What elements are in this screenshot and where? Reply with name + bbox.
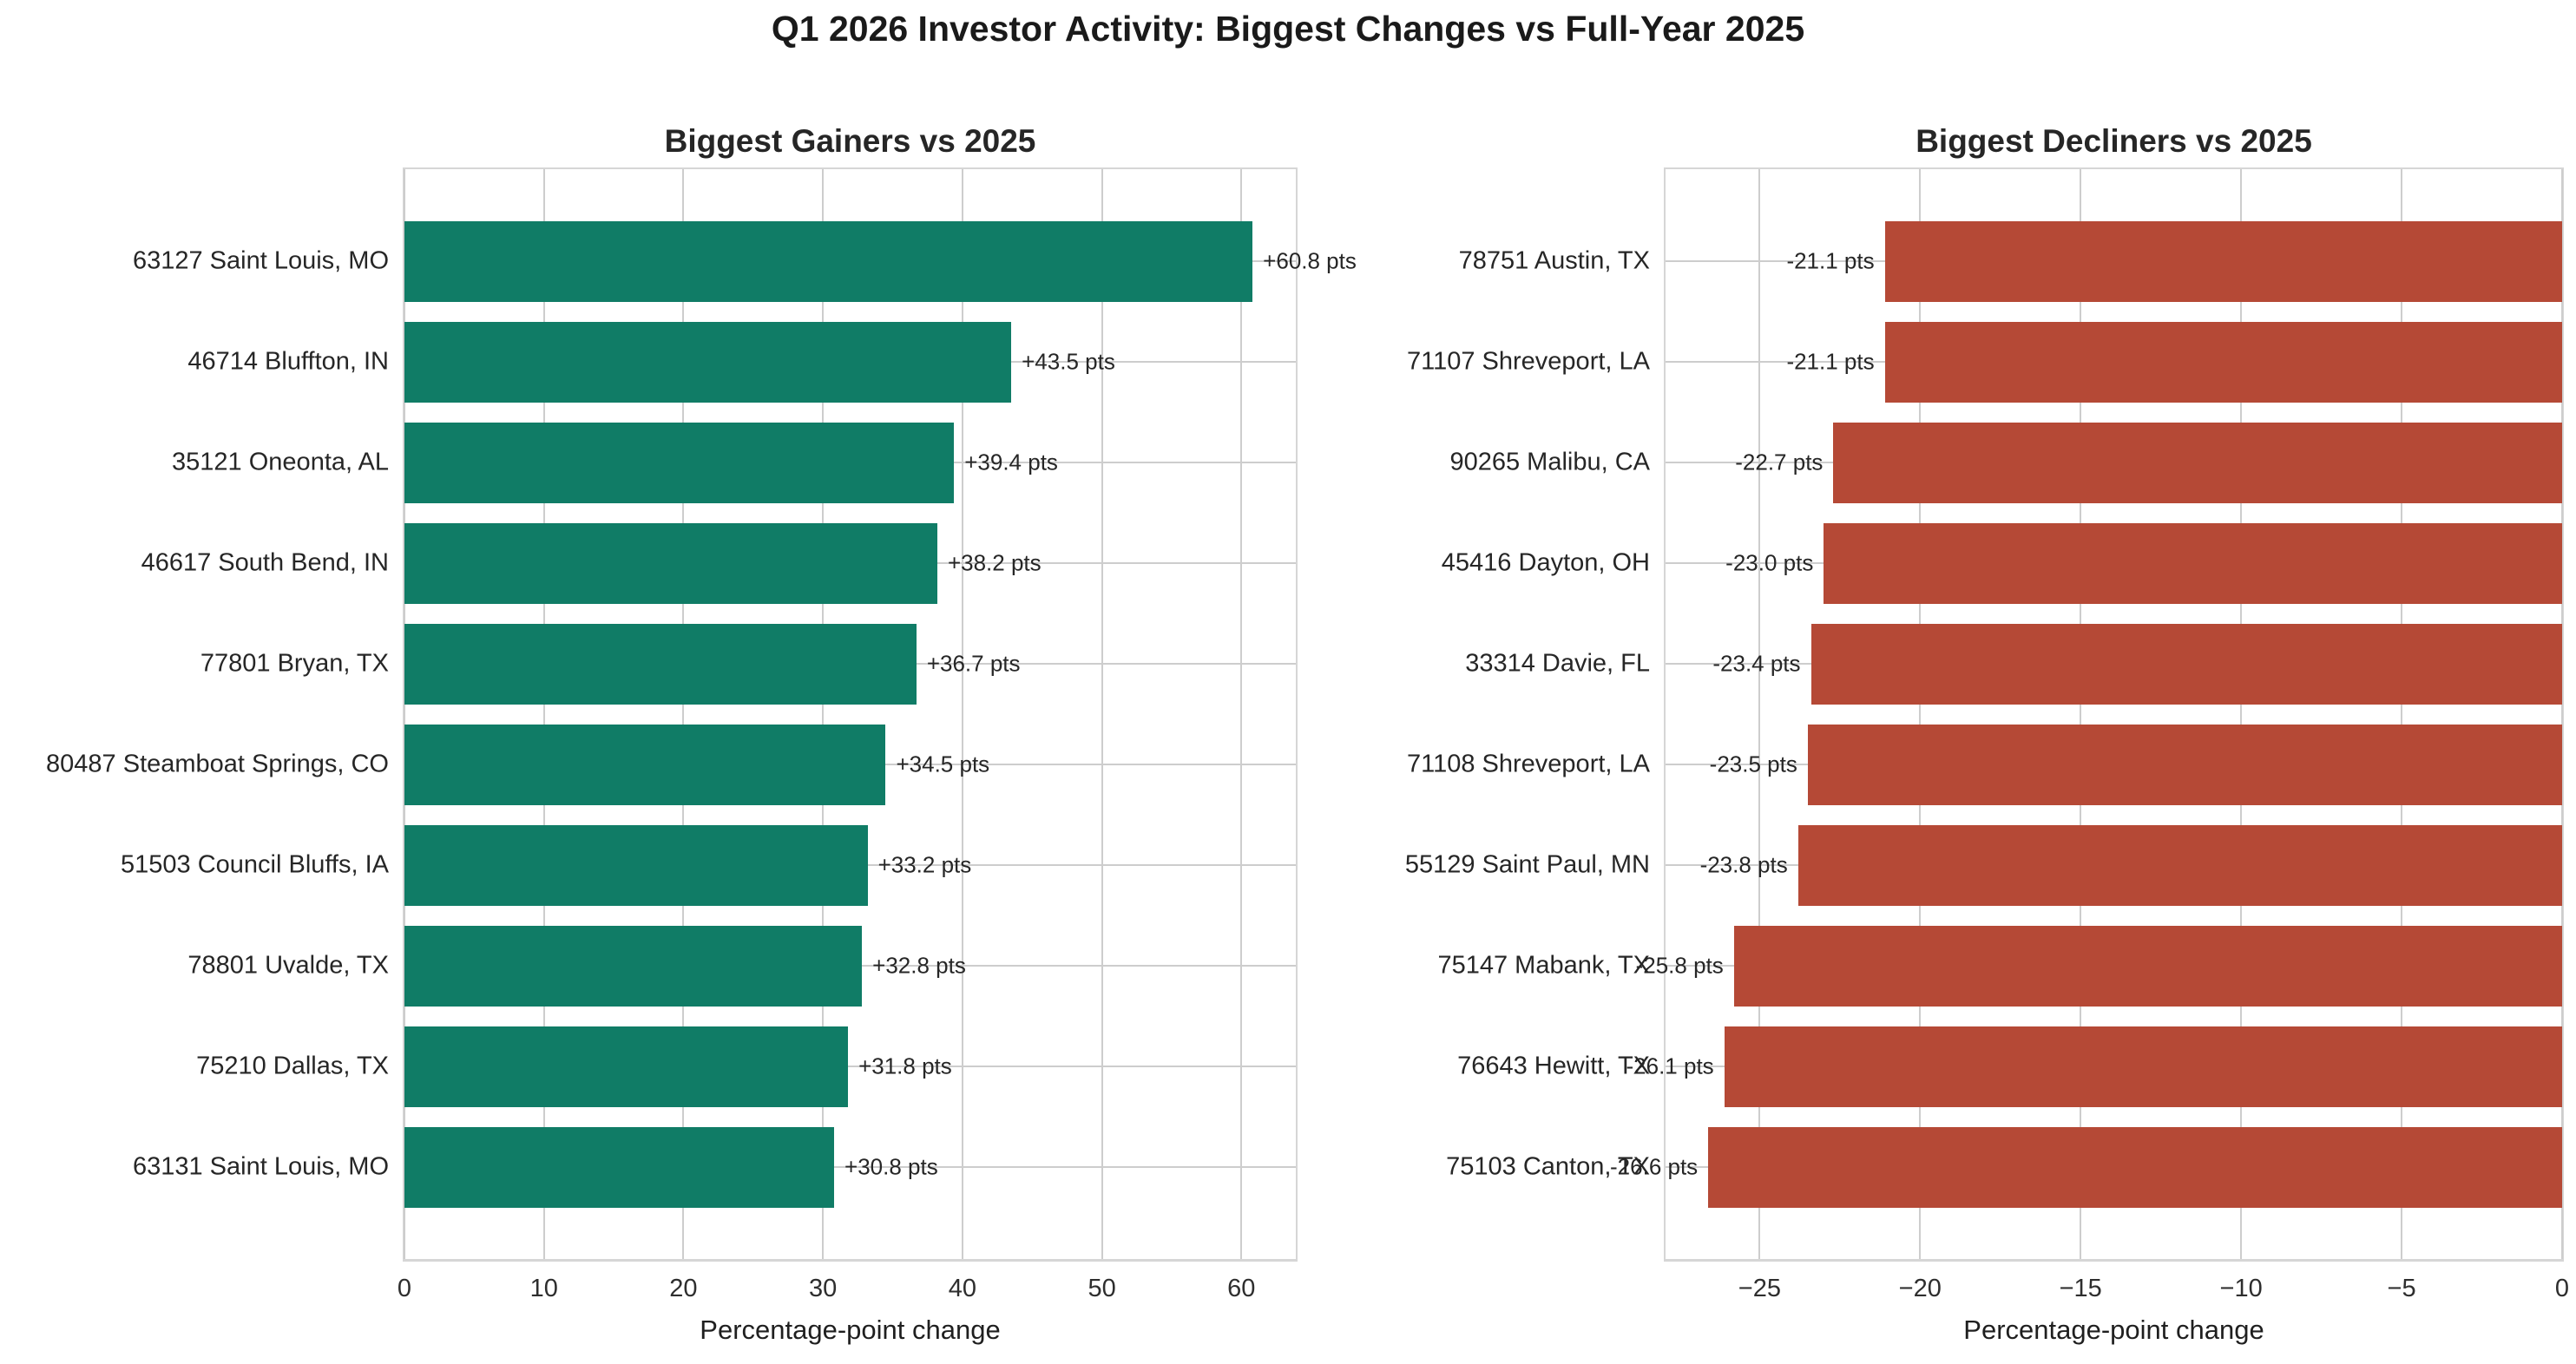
figure-title: Q1 2026 Investor Activity: Biggest Chang… bbox=[771, 9, 1805, 49]
gridline-v bbox=[2080, 169, 2082, 1259]
category-label: 46617 South Bend, IN bbox=[141, 548, 389, 577]
x-axis-label: Percentage-point change bbox=[700, 1315, 1001, 1345]
axes-decliners: 78751 Austin, TX -21.1 pts 71107 Shrevepor… bbox=[1405, 167, 2569, 1345]
gridline-v bbox=[542, 169, 545, 1259]
category-label: 80487 Steamboat Springs, CO bbox=[46, 750, 389, 778]
gridline-v bbox=[2240, 169, 2243, 1259]
x-tick-label: −20 bbox=[1898, 1275, 1942, 1302]
category-label: 63127 Saint Louis, MO bbox=[132, 246, 389, 275]
gridline-v bbox=[1101, 169, 1103, 1259]
value-label: -21.1 pts bbox=[1786, 247, 1875, 274]
category-label: 35121 Oneonta, AL bbox=[172, 448, 389, 476]
category-label: 75210 Dallas, TX bbox=[196, 1052, 389, 1080]
bar bbox=[1884, 321, 2562, 403]
chart-title-decliners: Biggest Decliners vs 2025 bbox=[1916, 123, 2312, 159]
value-label: +39.4 pts bbox=[964, 449, 1058, 475]
category-label: 51503 Council Bluffs, IA bbox=[121, 850, 389, 879]
category-label: 33314 Davie, FL bbox=[1465, 649, 1650, 678]
gridline-v bbox=[1240, 169, 1243, 1259]
gridline-v bbox=[2401, 169, 2403, 1259]
bar bbox=[404, 522, 937, 604]
category-label: 78751 Austin, TX bbox=[1458, 246, 1650, 275]
category-label: 76643 Hewitt, TX bbox=[1457, 1052, 1650, 1080]
value-label: +34.5 pts bbox=[896, 751, 990, 777]
x-tick-label: 0 bbox=[397, 1275, 412, 1302]
bar bbox=[1810, 623, 2562, 705]
value-label: -22.7 pts bbox=[1735, 449, 1824, 475]
bar bbox=[404, 824, 868, 906]
category-label: 45416 Dayton, OH bbox=[1441, 548, 1650, 577]
gridline-v bbox=[1919, 169, 1922, 1259]
bar bbox=[404, 925, 863, 1007]
value-label: +33.2 pts bbox=[877, 851, 972, 878]
value-label: -26.1 pts bbox=[1626, 1053, 1714, 1079]
bar bbox=[404, 1126, 835, 1208]
category-label: 90265 Malibu, CA bbox=[1449, 448, 1650, 476]
x-tick-label: 40 bbox=[948, 1275, 977, 1302]
gridline-v bbox=[1758, 169, 1761, 1259]
axes-gainers: 63127 Saint Louis, MO +60.8 pts 46714 Bluf… bbox=[46, 167, 1357, 1345]
category-label: 75103 Canton, TX bbox=[1446, 1152, 1650, 1181]
bar bbox=[404, 724, 886, 805]
value-label: -23.4 pts bbox=[1712, 650, 1801, 677]
value-label: +36.7 pts bbox=[926, 650, 1021, 677]
x-tick-label: 60 bbox=[1227, 1275, 1256, 1302]
gridline-h bbox=[404, 1066, 1296, 1067]
plot-area-decliners: 78751 Austin, TX -21.1 pts 71107 Shrevepor… bbox=[1405, 169, 2569, 1345]
value-label: +38.2 pts bbox=[947, 549, 1042, 576]
gridline-v bbox=[2561, 169, 2563, 1259]
bar bbox=[1724, 1026, 2562, 1107]
value-label: -26.6 pts bbox=[1610, 1153, 1699, 1180]
category-label: 46714 Bluffton, IN bbox=[187, 347, 389, 376]
value-label: +60.8 pts bbox=[1263, 247, 1357, 274]
value-label: +30.8 pts bbox=[844, 1153, 938, 1180]
x-axis-label: Percentage-point change bbox=[1963, 1315, 2264, 1345]
bar bbox=[404, 1026, 849, 1107]
bar bbox=[1797, 824, 2562, 906]
value-label: -23.8 pts bbox=[1699, 851, 1788, 878]
category-label: 71107 Shreveport, LA bbox=[1407, 347, 1650, 376]
bar bbox=[1733, 925, 2562, 1007]
bar bbox=[404, 422, 955, 503]
value-label: +32.8 pts bbox=[872, 952, 966, 979]
bar bbox=[1884, 220, 2562, 302]
category-label: 75147 Mabank, TX bbox=[1437, 951, 1650, 980]
value-label: +31.8 pts bbox=[858, 1053, 952, 1079]
bar bbox=[1824, 522, 2562, 604]
x-tick-label: −5 bbox=[2387, 1275, 2416, 1302]
category-label: 63131 Saint Louis, MO bbox=[132, 1152, 389, 1181]
bar bbox=[404, 220, 1253, 302]
x-tick-label: 10 bbox=[529, 1275, 558, 1302]
chart-title-gainers: Biggest Gainers vs 2025 bbox=[664, 123, 1036, 159]
value-label: -21.1 pts bbox=[1786, 348, 1875, 375]
category-label: 55129 Saint Paul, MN bbox=[1404, 850, 1650, 879]
value-label: -23.5 pts bbox=[1709, 751, 1797, 777]
x-tick-label: −25 bbox=[1738, 1275, 1781, 1302]
value-label: +43.5 pts bbox=[1022, 348, 1115, 375]
bar bbox=[1807, 724, 2562, 805]
category-label: 77801 Bryan, TX bbox=[200, 649, 389, 678]
gridline-v bbox=[682, 169, 685, 1259]
plot-area-gainers: 63127 Saint Louis, MO +60.8 pts 46714 Bluf… bbox=[46, 169, 1357, 1345]
x-tick-label: −10 bbox=[2219, 1275, 2263, 1302]
bar bbox=[404, 623, 917, 705]
gridline-v bbox=[822, 169, 825, 1259]
x-tick-label: −15 bbox=[2059, 1275, 2102, 1302]
bar bbox=[1708, 1126, 2562, 1208]
bar bbox=[1833, 422, 2562, 503]
value-label: -25.8 pts bbox=[1635, 952, 1724, 979]
gridline-v bbox=[404, 169, 405, 1259]
gridline-h bbox=[404, 1166, 1296, 1168]
gridline-v bbox=[961, 169, 963, 1259]
category-label: 71108 Shreveport, LA bbox=[1407, 750, 1650, 778]
x-tick-label: 50 bbox=[1088, 1275, 1116, 1302]
x-tick-label: 20 bbox=[669, 1275, 698, 1302]
x-tick-label: 0 bbox=[2554, 1275, 2570, 1302]
category-label: 78801 Uvalde, TX bbox=[187, 951, 389, 980]
x-tick-label: 30 bbox=[809, 1275, 838, 1302]
bar bbox=[404, 321, 1012, 403]
value-label: -23.0 pts bbox=[1725, 549, 1814, 576]
